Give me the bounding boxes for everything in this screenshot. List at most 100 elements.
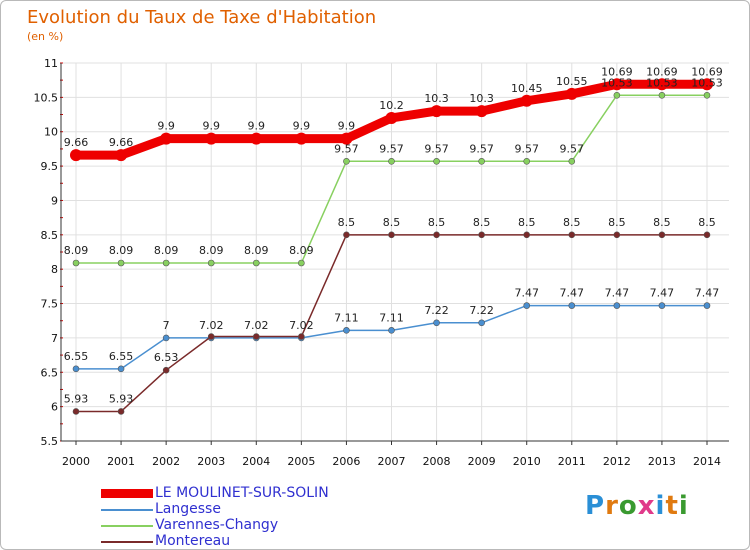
data-label: 7.02 <box>244 319 269 332</box>
data-label: 7.02 <box>199 319 224 332</box>
y-tick-label: 5.5 <box>41 435 59 448</box>
x-tick-label: 2010 <box>513 455 541 468</box>
data-label: 10.53 <box>691 76 723 89</box>
data-label: 8.09 <box>109 244 134 257</box>
y-tick-label: 11 <box>44 57 58 70</box>
data-point <box>658 92 666 99</box>
data-point <box>523 157 531 165</box>
legend-label: LE MOULINET-SUR-SOLIN <box>155 485 329 501</box>
data-label: 8.09 <box>199 244 224 257</box>
y-tick-label: 10.5 <box>34 91 59 104</box>
data-point <box>205 132 218 145</box>
axes: 5.5 6 6.5 7 7.5 8 8.5 9 9.5 10 10.5 11 2000 2001 2002 2… <box>34 57 729 468</box>
y-tick-label: 7.5 <box>41 298 59 311</box>
data-point <box>613 92 621 99</box>
data-point <box>252 333 260 340</box>
logo-letter: o <box>618 491 638 521</box>
data-label: 9.57 <box>424 142 449 155</box>
data-label: 10.3 <box>469 92 494 105</box>
data-point <box>298 333 305 340</box>
data-point <box>160 132 173 145</box>
legend-swatch <box>101 541 153 543</box>
data-point <box>703 92 711 99</box>
data-point <box>613 231 621 239</box>
x-tick-label: 2012 <box>603 455 631 468</box>
data-label: 9.57 <box>469 142 494 155</box>
data-label: 9.9 <box>293 120 311 133</box>
data-point <box>343 327 350 334</box>
data-label: 10.55 <box>556 75 588 88</box>
series <box>70 78 713 415</box>
data-label: 10.2 <box>379 99 404 112</box>
data-label: 7.47 <box>650 287 675 300</box>
data-point <box>388 231 395 239</box>
x-tick-label: 2003 <box>197 455 225 468</box>
data-label: 8.5 <box>518 216 536 229</box>
data-label: 9.57 <box>514 142 539 155</box>
data-point <box>295 132 308 145</box>
y-tick-label: 6.5 <box>41 366 59 379</box>
y-tick-label: 7 <box>51 332 58 345</box>
legend-swatch <box>101 525 153 527</box>
data-label: 9.9 <box>248 120 266 133</box>
data-point <box>207 333 215 340</box>
data-point <box>568 157 576 165</box>
logo-letter: t <box>665 491 679 521</box>
data-point <box>520 94 533 107</box>
data-label: 10.45 <box>511 82 543 95</box>
data-label: 6.55 <box>64 350 89 363</box>
data-point <box>523 231 531 239</box>
data-point <box>117 365 125 373</box>
data-label: 7.02 <box>289 319 314 332</box>
logo-letter: r <box>605 491 619 521</box>
x-tick-label: 2002 <box>152 455 180 468</box>
data-label: 8.5 <box>608 216 626 229</box>
data-point <box>115 149 128 162</box>
data-label: 8.09 <box>289 244 314 257</box>
data-point <box>475 105 488 118</box>
data-label: 10.69 <box>691 65 723 78</box>
data-point <box>343 231 350 239</box>
data-label: 9.57 <box>379 142 404 155</box>
data-point <box>703 231 711 239</box>
data-label: 9.66 <box>64 136 89 149</box>
data-point <box>478 157 485 165</box>
data-point <box>523 302 531 309</box>
data-label: 10.69 <box>601 65 633 78</box>
data-label: 8.5 <box>473 216 491 229</box>
data-point <box>72 408 80 415</box>
data-label: 8.5 <box>698 216 716 229</box>
data-label: 6.55 <box>109 350 134 363</box>
legend-label: Montereau <box>155 533 231 549</box>
data-label: 10.69 <box>646 65 678 78</box>
data-label: 9.57 <box>560 142 585 155</box>
data-point <box>340 132 353 145</box>
data-point <box>478 231 485 239</box>
chart-unit-label: (en %) <box>27 30 64 43</box>
legend-label: Langesse <box>155 501 221 517</box>
data-point <box>703 302 711 309</box>
data-label: 7.47 <box>560 287 585 300</box>
data-label: 7.11 <box>334 311 359 324</box>
y-tick-label: 8.5 <box>41 229 59 242</box>
series-le-moulinet-sur-solin <box>70 78 713 162</box>
data-point <box>388 327 395 334</box>
data-label: 7 <box>163 319 170 332</box>
chart-title: Evolution du Taux de Taxe d'Habitation <box>27 7 377 28</box>
data-label: 9.66 <box>109 136 134 149</box>
data-point <box>658 231 666 239</box>
data-label: 8.09 <box>64 244 89 257</box>
data-point <box>72 259 80 267</box>
y-tick-label: 9 <box>51 194 58 207</box>
x-tick-label: 2014 <box>693 455 721 468</box>
x-tick-label: 2009 <box>468 455 496 468</box>
data-point <box>117 408 125 415</box>
x-tick-label: 2011 <box>558 455 586 468</box>
y-tick-label: 8 <box>51 263 58 276</box>
x-tick-label: 2008 <box>423 455 451 468</box>
data-point <box>610 78 623 91</box>
logo-letter: x <box>637 491 656 521</box>
data-point <box>252 259 260 267</box>
data-point <box>655 78 668 91</box>
